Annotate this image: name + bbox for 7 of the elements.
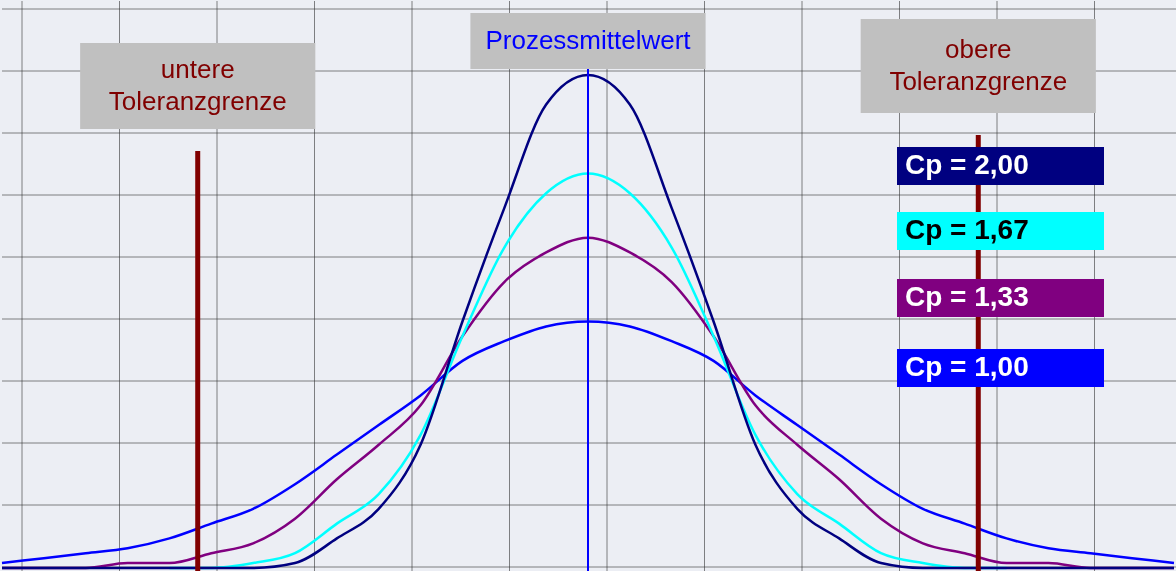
text: Prozessmittelwert bbox=[485, 25, 692, 55]
text: Cp = 1,00 bbox=[905, 351, 1029, 382]
annotation: untere Toleranzgrenze bbox=[108, 54, 287, 116]
text: Cp = 1,33 bbox=[905, 281, 1029, 312]
annotation: obere Toleranzgrenze bbox=[889, 34, 1068, 96]
text: Cp = 2,00 bbox=[905, 149, 1029, 180]
text: Cp = 1,67 bbox=[905, 214, 1029, 245]
